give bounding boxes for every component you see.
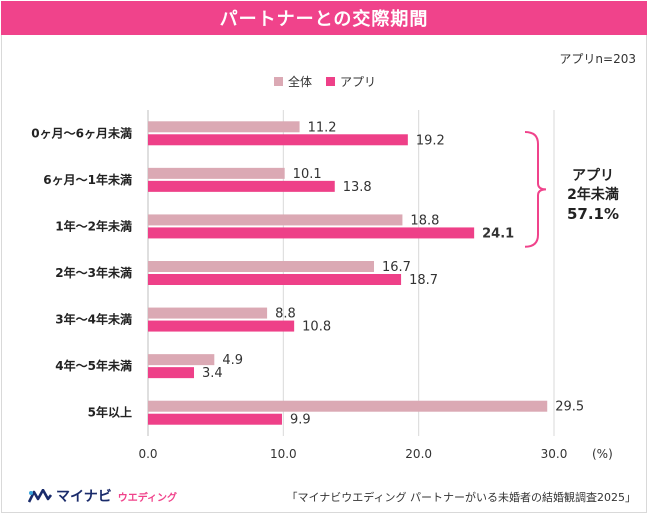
bar-all <box>148 261 375 272</box>
legend-item-all: 全体 <box>273 73 312 90</box>
value-label-all: 11.2 <box>308 120 337 135</box>
bar-all <box>148 307 268 319</box>
category-label: 0ヶ月～6ヶ月未満 <box>31 125 132 140</box>
value-label-all: 4.9 <box>222 353 243 368</box>
value-label-app: 18.7 <box>409 273 438 288</box>
legend-label-app: アプリ <box>340 75 377 89</box>
bar-app <box>148 320 295 332</box>
x-tick-label: 10.0 <box>270 447 297 461</box>
legend-swatch-app <box>326 77 335 86</box>
value-label-all: 29.5 <box>555 400 584 415</box>
value-label-app: 10.8 <box>302 320 331 335</box>
bar-app <box>148 227 475 239</box>
legend-label-all: 全体 <box>287 75 312 89</box>
value-label-app: 9.9 <box>290 413 311 428</box>
bar-all <box>148 214 403 226</box>
value-label-all: 16.7 <box>382 260 411 275</box>
value-label-app: 24.1 <box>482 226 514 241</box>
category-label: 5年以上 <box>88 405 132 420</box>
bracket-shape <box>524 131 547 248</box>
x-unit-label: (%) <box>592 447 613 461</box>
bar-all <box>148 354 215 366</box>
x-tick-label: 0.0 <box>138 447 157 461</box>
annotation-line-1: アプリ <box>572 168 614 184</box>
value-label-all: 10.1 <box>293 167 322 182</box>
brand-logo: マイナビ ウエディング <box>28 486 177 506</box>
legend-swatch-all <box>273 77 283 86</box>
annotation-percent: 57.1% <box>566 205 620 223</box>
category-label: 2年～3年未満 <box>55 265 132 280</box>
bar-app <box>148 274 402 285</box>
category-label: 1年～2年未満 <box>55 218 132 233</box>
brand-name: マイナビ <box>56 489 112 505</box>
category-label: 4年～5年未満 <box>55 358 132 373</box>
category-label: 6ヶ月～1年未満 <box>43 172 132 187</box>
value-label-app: 13.8 <box>343 180 372 195</box>
x-tick-label: 30.0 <box>541 447 568 461</box>
value-label-all: 18.8 <box>410 213 439 228</box>
bar-all <box>148 167 285 179</box>
brand-sub: ウエディング <box>117 492 178 504</box>
bar-all <box>148 400 548 412</box>
annotation-line-2: 2年未満 <box>567 187 619 203</box>
bar-app <box>148 413 282 425</box>
bar-app <box>148 134 408 146</box>
value-label-app: 19.2 <box>416 133 445 148</box>
bar-all <box>148 121 300 133</box>
category-label: 3年～4年未満 <box>55 312 132 327</box>
legend-item-app: アプリ <box>326 73 376 90</box>
source-citation: 「マイナビウエディング パートナーがいる未婚者の結婚観調査2025」 <box>286 491 637 504</box>
app-under-2y-annotation: アプリ 2年未満 57.1% <box>548 167 638 224</box>
x-tick-label: 20.0 <box>405 447 432 461</box>
value-label-all: 8.8 <box>275 307 296 322</box>
legend: 全体 アプリ <box>0 73 650 90</box>
mynavi-logo-icon <box>28 489 52 503</box>
value-label-app: 3.4 <box>202 366 223 381</box>
chart-title: パートナーとの交際期間 <box>1 1 647 35</box>
sample-size-note: アプリn=203 <box>559 52 636 66</box>
bar-app <box>148 180 335 192</box>
bar-app <box>148 367 195 379</box>
